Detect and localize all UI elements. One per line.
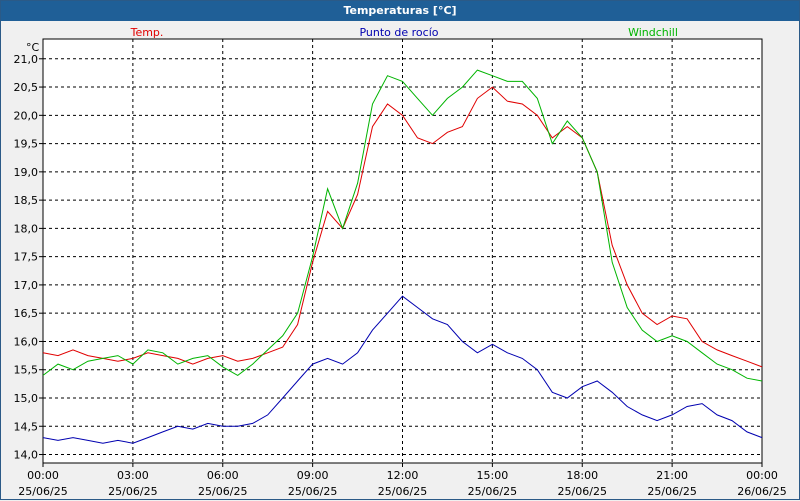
x-tick-date: 25/06/25 bbox=[558, 485, 607, 498]
y-tick-label: 18,5 bbox=[14, 194, 39, 207]
series-lines bbox=[42, 69, 763, 444]
x-tick-time: 15:00 bbox=[477, 469, 509, 482]
y-tick-label: 21,0 bbox=[14, 53, 39, 66]
y-tick-label: 15,0 bbox=[14, 392, 39, 405]
y-tick-label: 20,0 bbox=[14, 109, 39, 122]
x-tick-time: 00:00 bbox=[27, 469, 59, 482]
x-tick-time: 09:00 bbox=[297, 469, 329, 482]
x-tick-date: 25/06/25 bbox=[647, 485, 696, 498]
grid-lines bbox=[43, 39, 762, 463]
x-tick-time: 12:00 bbox=[387, 469, 419, 482]
x-tick-date: 25/06/25 bbox=[198, 485, 247, 498]
y-axis-ticks: 14,0 14,5 15,0 15,5 16,0 16,5 17,0 17,5 18,0 18,5… bbox=[14, 53, 43, 462]
y-tick-label: 18,0 bbox=[14, 222, 39, 235]
series-line-1 bbox=[42, 295, 763, 444]
x-tick-date: 26/06/25 bbox=[737, 485, 786, 498]
y-tick-label: 16,0 bbox=[14, 335, 39, 348]
series-line-2 bbox=[42, 69, 763, 382]
y-tick-label: 19,5 bbox=[14, 138, 39, 151]
x-tick-time: 03:00 bbox=[117, 469, 149, 482]
legend: Temp. Punto de rocío Windchill bbox=[130, 26, 678, 39]
y-tick-label: 17,5 bbox=[14, 251, 39, 264]
x-tick-date: 25/06/25 bbox=[468, 485, 517, 498]
y-tick-label: 15,5 bbox=[14, 364, 39, 377]
x-tick-time: 00:00 bbox=[746, 469, 778, 482]
y-unit-label: °C bbox=[26, 41, 40, 54]
y-tick-label: 20,5 bbox=[14, 81, 39, 94]
x-tick-time: 06:00 bbox=[207, 469, 239, 482]
series-line-0 bbox=[42, 86, 763, 368]
y-tick-label: 16,5 bbox=[14, 307, 39, 320]
x-tick-date: 25/06/25 bbox=[18, 485, 67, 498]
x-tick-time: 21:00 bbox=[656, 469, 688, 482]
x-tick-date: 25/06/25 bbox=[378, 485, 427, 498]
x-tick-time: 18:00 bbox=[566, 469, 598, 482]
window-title: Temperaturas [°C] bbox=[1, 1, 799, 21]
y-tick-label: 17,0 bbox=[14, 279, 39, 292]
legend-entry: Temp. bbox=[130, 26, 164, 39]
y-tick-label: 19,0 bbox=[14, 166, 39, 179]
x-axis-ticks: 00:00 25/06/25 03:00 25/06/25 06:00 25/06/25 0… bbox=[18, 463, 787, 498]
x-tick-date: 25/06/25 bbox=[288, 485, 337, 498]
y-tick-label: 14,0 bbox=[14, 449, 39, 462]
legend-entry: Windchill bbox=[628, 26, 678, 39]
x-tick-date: 25/06/25 bbox=[108, 485, 157, 498]
y-tick-label: 14,5 bbox=[14, 420, 39, 433]
legend-entry: Punto de rocío bbox=[359, 26, 438, 39]
